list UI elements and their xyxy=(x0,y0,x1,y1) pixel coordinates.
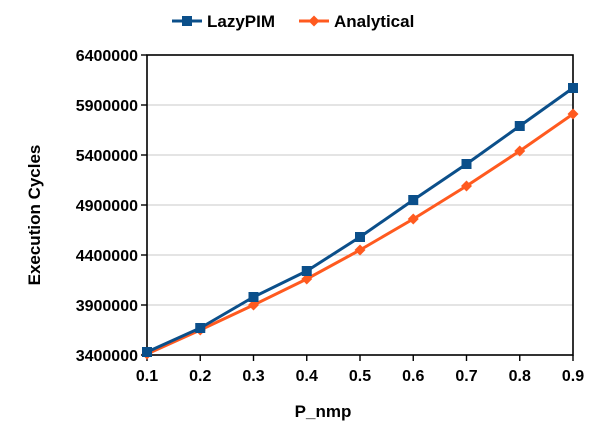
y-tick-label: 5400000 xyxy=(76,148,138,165)
data-point-lazypim xyxy=(461,159,472,169)
data-point-analytical xyxy=(248,299,259,311)
x-tick-label: 0.1 xyxy=(136,368,158,385)
x-axis-ticks: 0.1 0.2 0.3 0.4 0.5 0.6 0.7 0.8 0.9 xyxy=(136,355,584,385)
x-tick-label: 0.3 xyxy=(242,368,264,385)
data-point-lazypim xyxy=(301,266,312,276)
y-tick-label: 3900000 xyxy=(76,298,138,315)
y-tick-label: 5900000 xyxy=(76,98,138,115)
data-point-lazypim xyxy=(248,292,259,302)
y-tick-label: 4900000 xyxy=(76,198,138,215)
y-tick-label: 4400000 xyxy=(76,248,138,265)
x-axis-title: P_nmp xyxy=(295,402,352,421)
x-tick-label: 0.5 xyxy=(349,368,371,385)
data-point-lazypim xyxy=(514,121,525,131)
series-line-lazypim xyxy=(146,86,574,354)
x-tick-label: 0.7 xyxy=(455,368,477,385)
y-tick-label: 3400000 xyxy=(76,348,138,365)
data-point-analytical xyxy=(567,108,579,120)
data-point-analytical xyxy=(354,244,366,256)
legend-swatch-marker xyxy=(182,16,192,26)
y-axis-title: Execution Cycles xyxy=(25,145,44,286)
x-tick-label: 0.2 xyxy=(189,368,211,385)
gridlines xyxy=(147,104,573,306)
series-group xyxy=(141,83,579,360)
data-point-analytical xyxy=(407,213,419,225)
legend-item-analytical: Analytical xyxy=(299,12,414,31)
data-point-lazypim xyxy=(142,347,152,357)
series-lazypim xyxy=(142,83,578,357)
x-tick-label: 0.4 xyxy=(296,368,318,385)
data-point-analytical xyxy=(514,145,526,157)
x-tick-label: 0.9 xyxy=(562,368,584,385)
legend-swatch-marker xyxy=(308,15,320,27)
data-point-lazypim xyxy=(408,195,419,205)
data-point-analytical xyxy=(461,180,472,192)
x-tick-label: 0.6 xyxy=(402,368,424,385)
data-point-lazypim xyxy=(568,83,578,93)
y-tick-label: 6400000 xyxy=(76,48,138,65)
y-axis-ticks: 3400000 3900000 4400000 4900000 5400000 59000… xyxy=(76,48,147,365)
data-point-analytical xyxy=(301,273,313,285)
legend-label: Analytical xyxy=(334,12,414,31)
data-point-lazypim xyxy=(195,323,206,333)
legend-label: LazyPIM xyxy=(207,12,275,31)
legend-item-lazypim: LazyPIM xyxy=(172,12,275,31)
data-point-lazypim xyxy=(355,232,365,242)
legend: LazyPIM Analytical xyxy=(172,12,414,31)
x-tick-label: 0.8 xyxy=(509,368,531,385)
